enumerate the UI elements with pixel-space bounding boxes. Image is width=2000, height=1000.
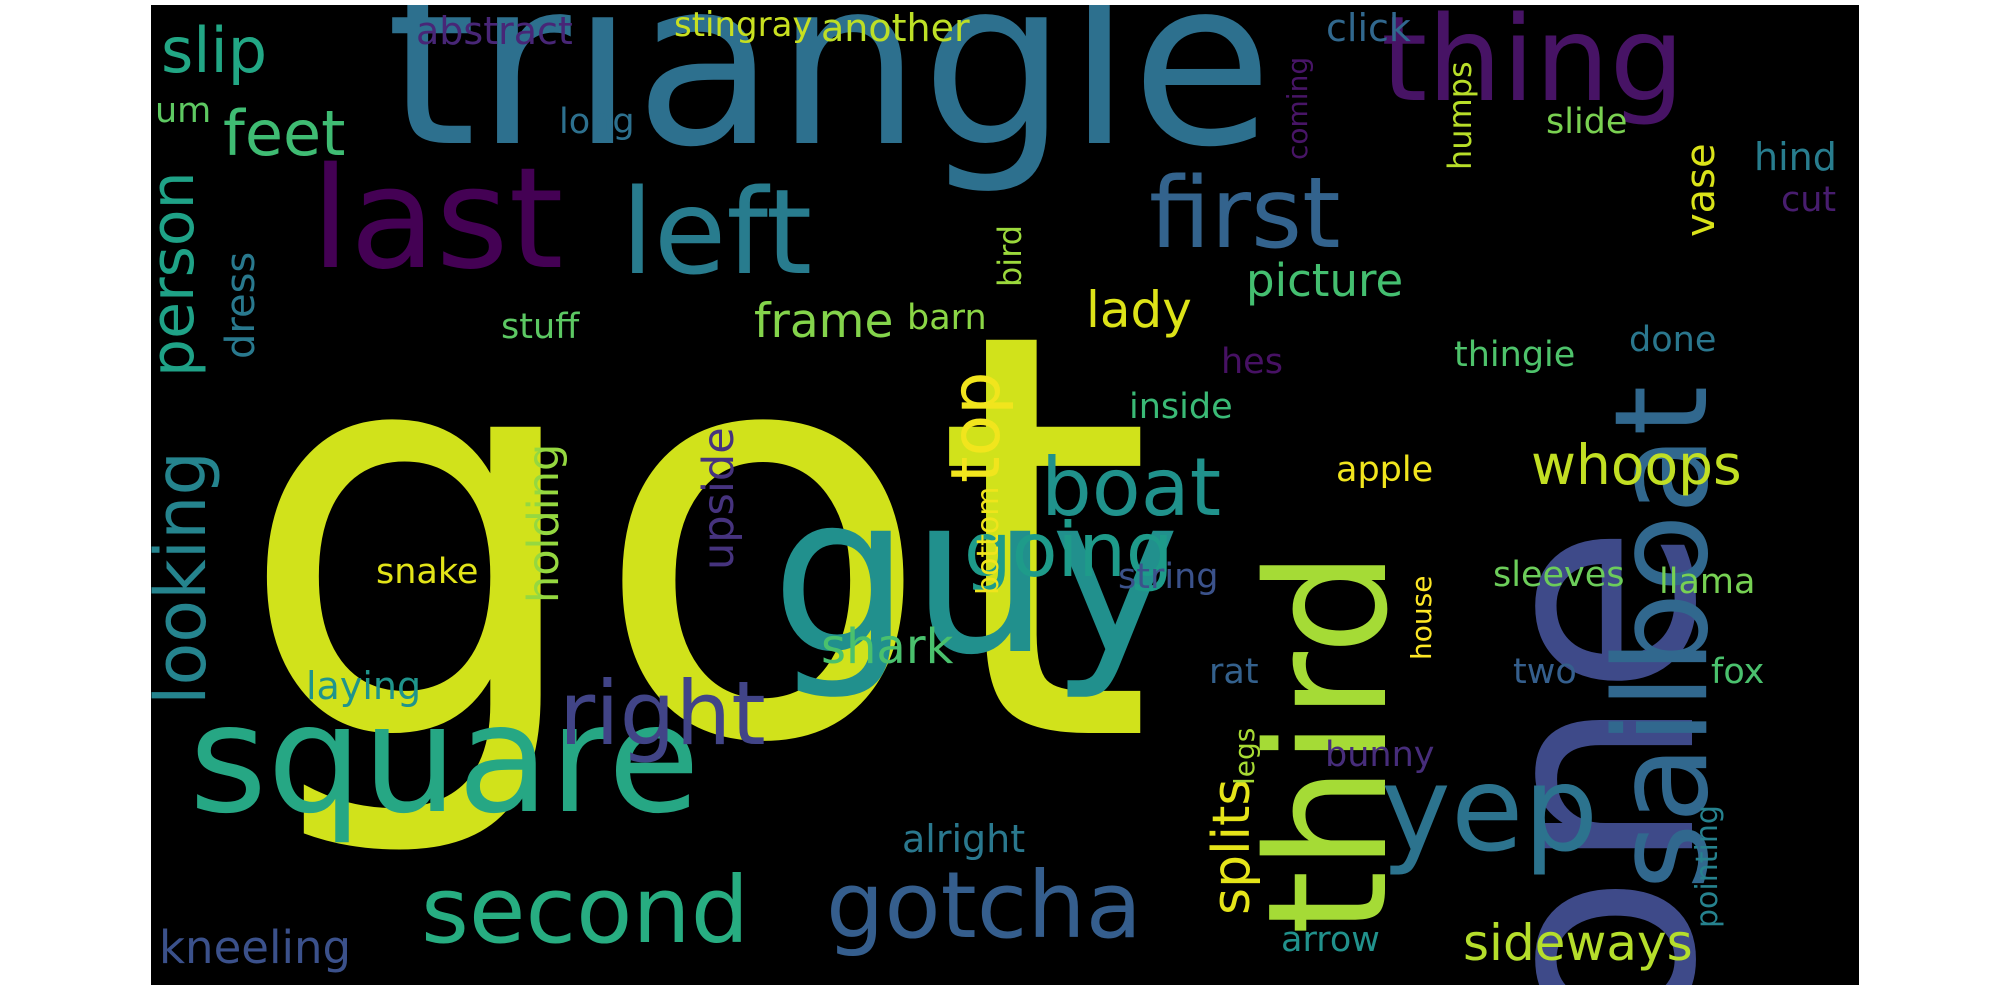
word-got: got <box>236 214 1154 866</box>
word-arrow: arrow <box>1281 920 1380 960</box>
word-slide: slide <box>1546 102 1628 142</box>
word-two: two <box>1513 652 1577 692</box>
word-llama: llama <box>1659 562 1756 602</box>
word-um: um <box>155 91 212 131</box>
word-second: second <box>421 857 750 964</box>
word-stingray: stingray <box>674 5 813 45</box>
word-stuff: stuff <box>501 307 580 347</box>
word-vase: vase <box>1678 143 1724 237</box>
word-alright: alright <box>902 817 1026 861</box>
word-shark: shark <box>821 619 954 675</box>
word-frame: frame <box>754 294 894 349</box>
word-laying: laying <box>306 664 422 708</box>
word-bunny: bunny <box>1325 735 1435 775</box>
word-kneeling: kneeling <box>159 921 352 974</box>
word-another: another <box>821 6 970 50</box>
word-person: person <box>151 171 208 377</box>
word-holding: holding <box>519 443 569 603</box>
word-abstract: abstract <box>416 9 573 53</box>
word-picture: picture <box>1246 254 1404 307</box>
word-top: top <box>937 371 1016 483</box>
word-square: square <box>189 673 701 847</box>
word-barn: barn <box>907 298 987 338</box>
word-slip: slip <box>161 14 268 87</box>
word-house: house <box>1405 575 1438 660</box>
word-fox: fox <box>1711 652 1765 692</box>
word-left: left <box>621 163 813 301</box>
word-sleeves: sleeves <box>1493 555 1625 595</box>
word-cut: cut <box>1781 180 1837 220</box>
word-apple: apple <box>1336 450 1434 490</box>
word-string: string <box>1118 557 1219 597</box>
word-going: going <box>964 506 1174 594</box>
word-dress: dress <box>218 251 264 359</box>
word-bottom: bottom <box>971 486 1006 595</box>
word-sideways: sideways <box>1463 914 1693 972</box>
word-hind: hind <box>1754 135 1837 179</box>
word-cloud: got one triangle guy third sailboat square last… <box>151 5 1859 985</box>
word-right: right <box>559 662 766 765</box>
word-lady: lady <box>1086 281 1192 339</box>
word-hes: hes <box>1221 342 1283 382</box>
word-pointing: pointing <box>1690 805 1725 928</box>
word-thing: thing <box>1381 5 1685 128</box>
word-first: first <box>1149 157 1341 271</box>
word-looking: looking <box>151 451 222 705</box>
word-click: click <box>1326 6 1411 50</box>
word-guy: guy <box>771 447 1181 703</box>
word-last: last <box>311 138 564 301</box>
word-splits: splits <box>1202 778 1262 915</box>
word-humps: humps <box>1441 61 1479 170</box>
word-coming: coming <box>1281 56 1314 160</box>
word-legs: legs <box>1228 727 1261 785</box>
word-inside: inside <box>1129 387 1233 427</box>
word-bird: bird <box>991 224 1029 287</box>
word-triangle: triangle <box>386 5 1273 198</box>
word-long: long <box>559 102 635 142</box>
word-upside: upside <box>694 427 744 570</box>
word-snake: snake <box>376 552 479 592</box>
word-thingie: thingie <box>1454 335 1576 375</box>
word-rat: rat <box>1209 652 1259 692</box>
word-done: done <box>1629 320 1717 360</box>
word-boat: boat <box>1041 441 1222 534</box>
word-yep: yep <box>1381 740 1599 878</box>
word-whoops: whoops <box>1531 433 1742 497</box>
word-gotcha: gotcha <box>826 852 1143 959</box>
word-feet: feet <box>223 97 346 170</box>
